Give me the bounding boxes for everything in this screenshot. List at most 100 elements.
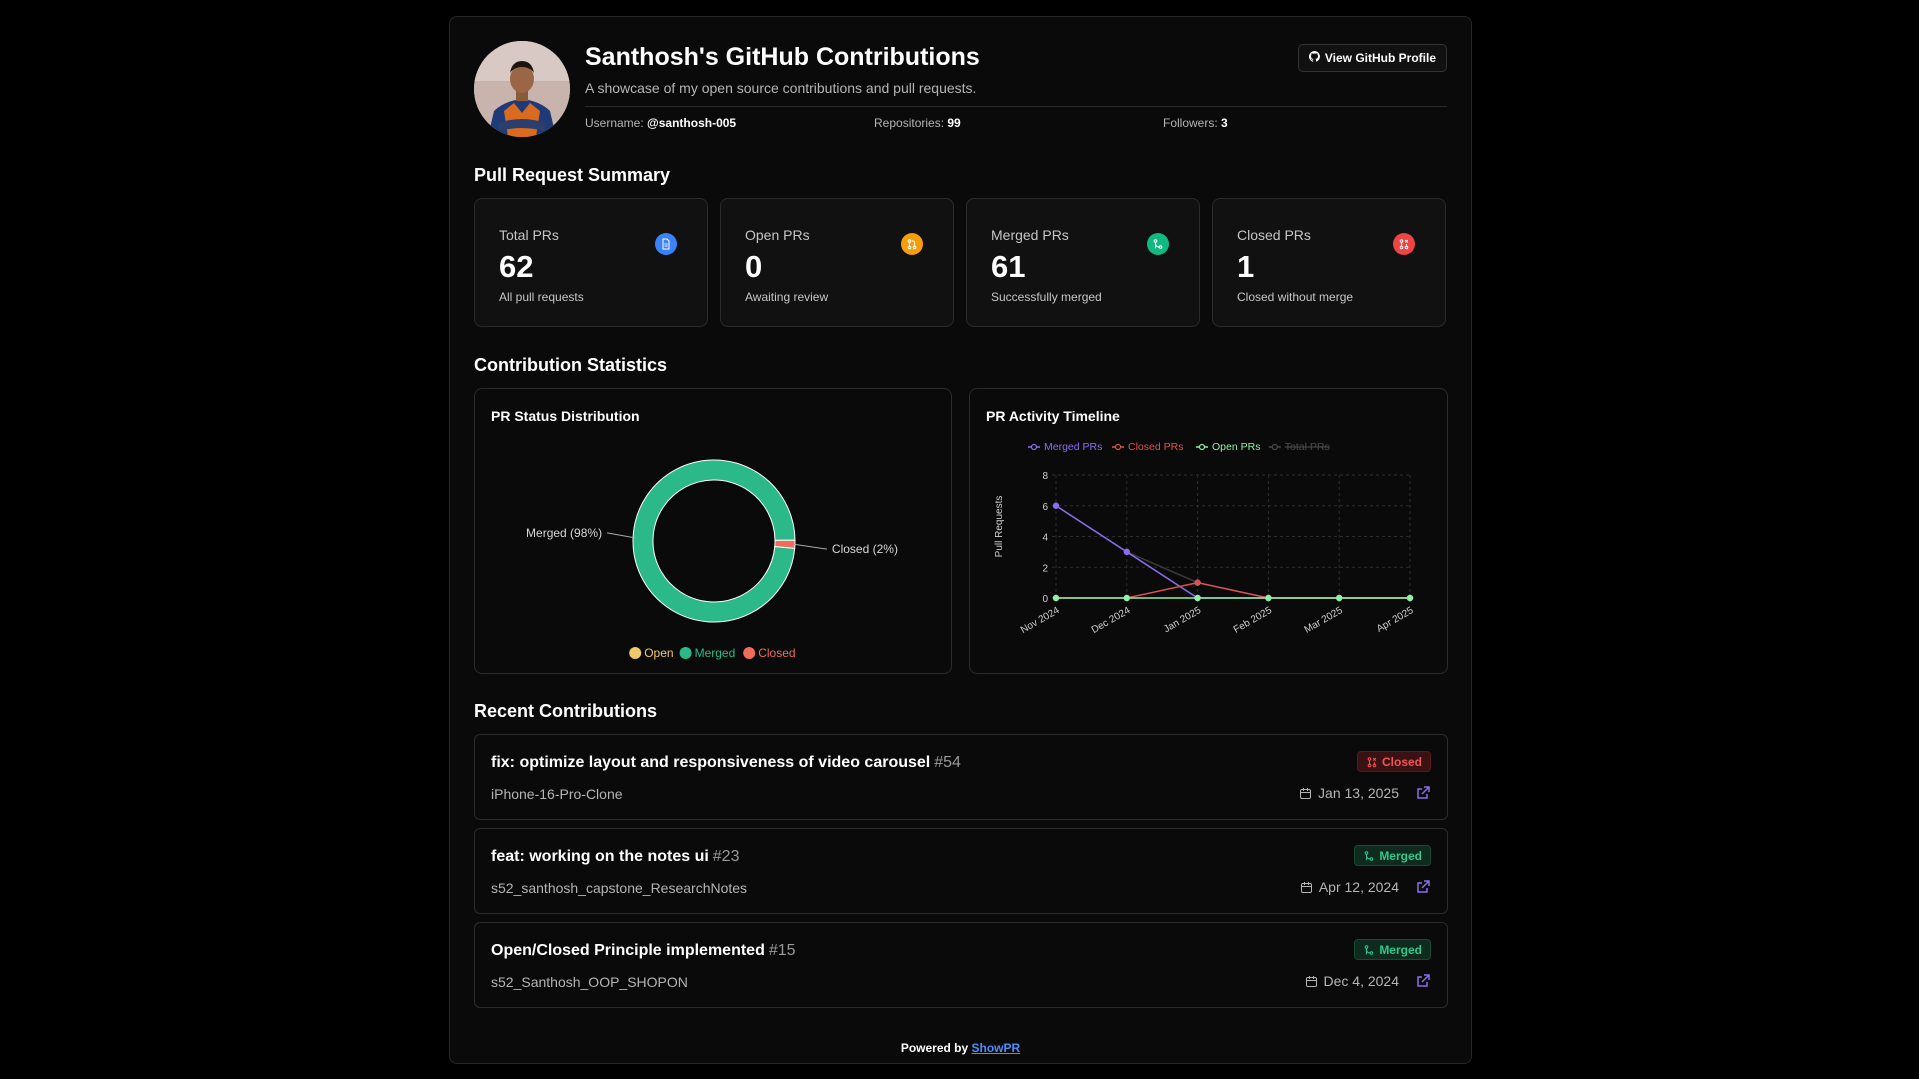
x-tick-label: Dec 2024 [1090, 605, 1133, 636]
legend-label-total-prs[interactable]: Total PRs [1285, 441, 1330, 453]
donut-slice-merged[interactable] [632, 459, 796, 623]
pr-title-line: Open/Closed Principle implemented #15 [491, 942, 796, 960]
series-point-merged-prs[interactable] [1123, 548, 1130, 556]
legend-marker-open-prs[interactable] [1198, 443, 1206, 451]
x-tick-label: Apr 2025 [1375, 605, 1416, 635]
series-point-open-prs[interactable] [1194, 594, 1201, 602]
legend-label-closed: Closed [758, 646, 795, 660]
card-description: All pull requests [499, 290, 584, 304]
page-subtitle: A showcase of my open source contributio… [585, 80, 977, 96]
pr-status-donut-chart: Merged (98%) Closed (2%) Open Merged Closed [526, 459, 898, 660]
followers-label: Followers: [1163, 116, 1218, 130]
pie-chart-title: PR Status Distribution [491, 408, 640, 424]
pr-title-line: fix: optimize layout and responsiveness … [491, 754, 961, 772]
legend-label-merged-prs[interactable]: Merged PRs [1044, 441, 1102, 453]
pr-title[interactable]: fix: optimize layout and responsiveness … [491, 754, 931, 771]
summary-section-title: Pull Request Summary [474, 165, 671, 185]
showpr-link[interactable]: ShowPR [971, 1041, 1021, 1055]
card-value: 62 [499, 249, 534, 284]
pr-number: #15 [768, 942, 796, 959]
repositories-label: Repositories: [874, 116, 945, 130]
y-tick-label: 4 [1042, 533, 1048, 544]
slice-label-leader [792, 543, 828, 550]
github-icon [1308, 51, 1320, 65]
pr-date: Dec 4, 2024 [1305, 973, 1399, 989]
page-title: Santhosh's GitHub Contributions [585, 43, 980, 71]
followers-meta: Followers: 3 [1163, 116, 1228, 130]
legend-swatch-merged[interactable] [679, 647, 692, 659]
closed-prs-card: Closed PRs 1 Closed without merge [1212, 198, 1446, 327]
card-value: 1 [1237, 249, 1255, 284]
series-point-open-prs[interactable] [1265, 594, 1272, 602]
pr-title[interactable]: feat: working on the notes ui [491, 848, 709, 865]
series-point-open-prs[interactable] [1123, 594, 1130, 602]
calendar-icon [1300, 881, 1312, 893]
series-point-open-prs[interactable] [1336, 594, 1343, 602]
repositories-value: 99 [947, 116, 961, 130]
legend-marker-total-prs[interactable] [1271, 443, 1278, 451]
view-github-profile-button[interactable]: View GitHub Profile [1297, 44, 1447, 72]
statistics-section-title: Contribution Statistics [474, 355, 667, 375]
legend-marker-merged-prs[interactable] [1030, 443, 1038, 451]
status-label: Merged [1379, 848, 1422, 863]
pr-repo: iPhone-16-Pro-Clone [491, 786, 623, 802]
pr-title[interactable]: Open/Closed Principle implemented [491, 942, 765, 959]
card-description: Successfully merged [991, 290, 1102, 304]
series-point-merged-prs[interactable] [1052, 502, 1060, 509]
card-description: Awaiting review [745, 290, 829, 304]
pr-date-value: Jan 13, 2025 [1318, 785, 1399, 801]
calendar-icon [1305, 975, 1317, 987]
status-badge: Closed [1356, 751, 1431, 772]
slice-label-leader [606, 532, 636, 539]
closed-pr-icon [1367, 756, 1377, 767]
legend-label-merged: Merged [695, 646, 736, 660]
legend-label-open: Open [644, 646, 673, 660]
external-link-icon[interactable] [1415, 973, 1431, 989]
pr-title-line: feat: working on the notes ui #23 [491, 848, 739, 866]
pr-item[interactable]: fix: optimize layout and responsiveness … [474, 734, 1448, 820]
pr-date-value: Apr 12, 2024 [1318, 879, 1399, 895]
merge-icon [1365, 850, 1374, 861]
pr-activity-line-chart: 0 2 4 6 8 Nov 2024 Dec 2024 Jan 2025 Feb 2025 Mar… [994, 441, 1416, 636]
external-link-icon[interactable] [1415, 785, 1431, 801]
legend-label-closed-prs[interactable]: Closed PRs [1128, 441, 1183, 453]
donut-slice-closed[interactable] [774, 539, 796, 549]
y-axis-label: Pull Requests [994, 496, 1005, 558]
slice-label: Closed (2%) [832, 542, 898, 556]
closed-pr-icon [1393, 233, 1415, 255]
pr-number: #54 [934, 754, 961, 771]
x-tick-label: Nov 2024 [1019, 605, 1062, 636]
username-meta: Username: @santhosh-005 [585, 116, 736, 130]
pr-date: Apr 12, 2024 [1300, 879, 1399, 895]
external-link-icon[interactable] [1415, 879, 1431, 895]
series-point-closed-prs[interactable] [1194, 579, 1201, 586]
legend-marker-closed-prs[interactable] [1114, 443, 1122, 451]
series-point-open-prs[interactable] [1406, 594, 1414, 602]
x-tick-label: Jan 2025 [1162, 605, 1204, 635]
card-value: 61 [991, 249, 1026, 284]
calendar-icon [1300, 787, 1312, 799]
avatar [474, 41, 570, 137]
card-label: Closed PRs [1237, 227, 1311, 243]
status-label: Closed [1381, 754, 1422, 769]
footer: Powered by ShowPR [450, 1041, 1471, 1055]
series-point-open-prs[interactable] [1052, 594, 1060, 602]
recent-section-title: Recent Contributions [474, 701, 657, 721]
pr-date: Jan 13, 2025 [1299, 785, 1399, 801]
card-label: Open PRs [745, 227, 810, 243]
repositories-meta: Repositories: 99 [874, 116, 961, 130]
pr-number: #23 [712, 848, 740, 865]
legend-label-open-prs[interactable]: Open PRs [1212, 441, 1260, 453]
legend-swatch-open[interactable] [629, 647, 642, 659]
followers-value: 3 [1221, 116, 1228, 130]
card-value: 0 [745, 249, 763, 284]
view-github-profile-label: View GitHub Profile [1324, 51, 1436, 65]
pr-item[interactable]: feat: working on the notes ui #23 s52_san… [474, 828, 1448, 914]
legend-swatch-closed[interactable] [743, 647, 756, 659]
merged-prs-card: Merged PRs 61 Successfully merged [966, 198, 1200, 327]
pull-request-icon [901, 233, 923, 255]
header-divider [585, 106, 1447, 107]
status-badge: Merged [1354, 845, 1431, 866]
contributions-page: Santhosh's GitHub Contributions A showca… [449, 16, 1472, 1064]
pr-item[interactable]: Open/Closed Principle implemented #15 s52… [474, 922, 1448, 1008]
